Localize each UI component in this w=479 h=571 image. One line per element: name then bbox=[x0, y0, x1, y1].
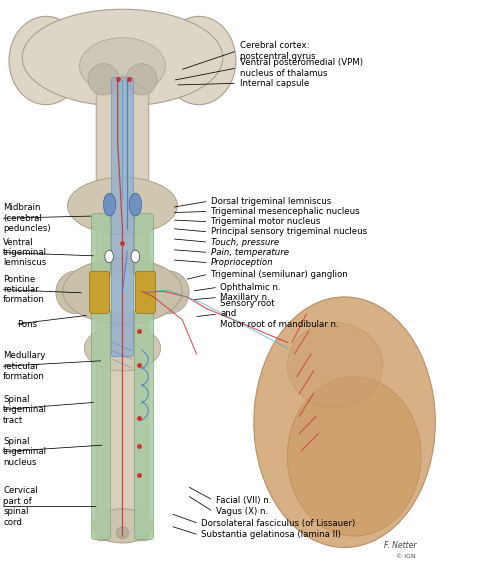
Ellipse shape bbox=[88, 63, 119, 95]
Ellipse shape bbox=[126, 63, 157, 95]
Ellipse shape bbox=[129, 193, 142, 216]
Text: Substantia gelatinosa (lamina II): Substantia gelatinosa (lamina II) bbox=[201, 530, 341, 540]
Text: Touch, pressure: Touch, pressure bbox=[211, 238, 279, 247]
Text: Pons: Pons bbox=[17, 320, 37, 329]
Ellipse shape bbox=[148, 271, 189, 313]
Text: Proprioception: Proprioception bbox=[211, 258, 274, 267]
Text: Maxillary n.: Maxillary n. bbox=[220, 293, 270, 302]
Text: Ophthalmic n.: Ophthalmic n. bbox=[220, 283, 281, 292]
Ellipse shape bbox=[56, 271, 96, 313]
Text: F. Netter: F. Netter bbox=[384, 541, 416, 549]
Ellipse shape bbox=[162, 17, 236, 104]
Text: © IGN: © IGN bbox=[397, 554, 416, 559]
Ellipse shape bbox=[116, 527, 128, 538]
Text: Spinal
trigeminal
nucleus: Spinal trigeminal nucleus bbox=[3, 437, 47, 467]
FancyBboxPatch shape bbox=[96, 76, 149, 541]
FancyBboxPatch shape bbox=[112, 78, 134, 357]
Text: Principal sensory trigeminal nucleus: Principal sensory trigeminal nucleus bbox=[211, 227, 367, 236]
Text: Internal capsule: Internal capsule bbox=[240, 79, 309, 88]
Text: Dorsal trigeminal lemniscus: Dorsal trigeminal lemniscus bbox=[211, 196, 331, 206]
Ellipse shape bbox=[105, 250, 114, 263]
Ellipse shape bbox=[9, 17, 83, 104]
FancyBboxPatch shape bbox=[90, 271, 110, 313]
FancyBboxPatch shape bbox=[91, 214, 111, 540]
Text: Medullary
reticular
formation: Medullary reticular formation bbox=[3, 352, 46, 381]
Text: Trigeminal motor nucleus: Trigeminal motor nucleus bbox=[211, 217, 320, 226]
Text: Ventral
trigeminal
lemniscus: Ventral trigeminal lemniscus bbox=[3, 238, 47, 267]
Text: Facial (VII) n.: Facial (VII) n. bbox=[216, 496, 271, 505]
FancyBboxPatch shape bbox=[135, 214, 154, 540]
Ellipse shape bbox=[63, 259, 182, 324]
Ellipse shape bbox=[131, 250, 140, 263]
Ellipse shape bbox=[287, 323, 383, 408]
Text: Ventral posteromedial (VPM)
nucleus of thalamus: Ventral posteromedial (VPM) nucleus of t… bbox=[240, 58, 363, 78]
Text: Midbrain
(cerebral
peduncles): Midbrain (cerebral peduncles) bbox=[3, 203, 51, 233]
Ellipse shape bbox=[287, 377, 421, 536]
Ellipse shape bbox=[22, 9, 223, 106]
Text: Pain, temperature: Pain, temperature bbox=[211, 248, 289, 257]
Ellipse shape bbox=[80, 38, 165, 95]
Ellipse shape bbox=[92, 509, 152, 543]
FancyBboxPatch shape bbox=[136, 271, 156, 313]
Text: Cervical
part of
spinal
cord: Cervical part of spinal cord bbox=[3, 486, 38, 526]
Text: Dorsolateral fasciculus (of Lissauer): Dorsolateral fasciculus (of Lissauer) bbox=[201, 519, 355, 528]
Text: Spinal
trigeminal
tract: Spinal trigeminal tract bbox=[3, 395, 47, 425]
Ellipse shape bbox=[254, 297, 435, 548]
Text: Trigeminal mesencephalic nucleus: Trigeminal mesencephalic nucleus bbox=[211, 207, 359, 216]
Text: Trigeminal (semilunar) ganglion: Trigeminal (semilunar) ganglion bbox=[211, 270, 348, 279]
Text: Pontine
reticular
formation: Pontine reticular formation bbox=[3, 275, 45, 304]
Ellipse shape bbox=[103, 193, 116, 216]
Text: Sensory root
and
Motor root of mandibular n.: Sensory root and Motor root of mandibula… bbox=[220, 299, 339, 329]
Text: Vagus (X) n.: Vagus (X) n. bbox=[216, 507, 268, 516]
Ellipse shape bbox=[84, 325, 160, 371]
Ellipse shape bbox=[100, 272, 145, 314]
Text: Cerebral cortex:
postcentral gyrus: Cerebral cortex: postcentral gyrus bbox=[240, 41, 315, 61]
Ellipse shape bbox=[68, 177, 177, 234]
